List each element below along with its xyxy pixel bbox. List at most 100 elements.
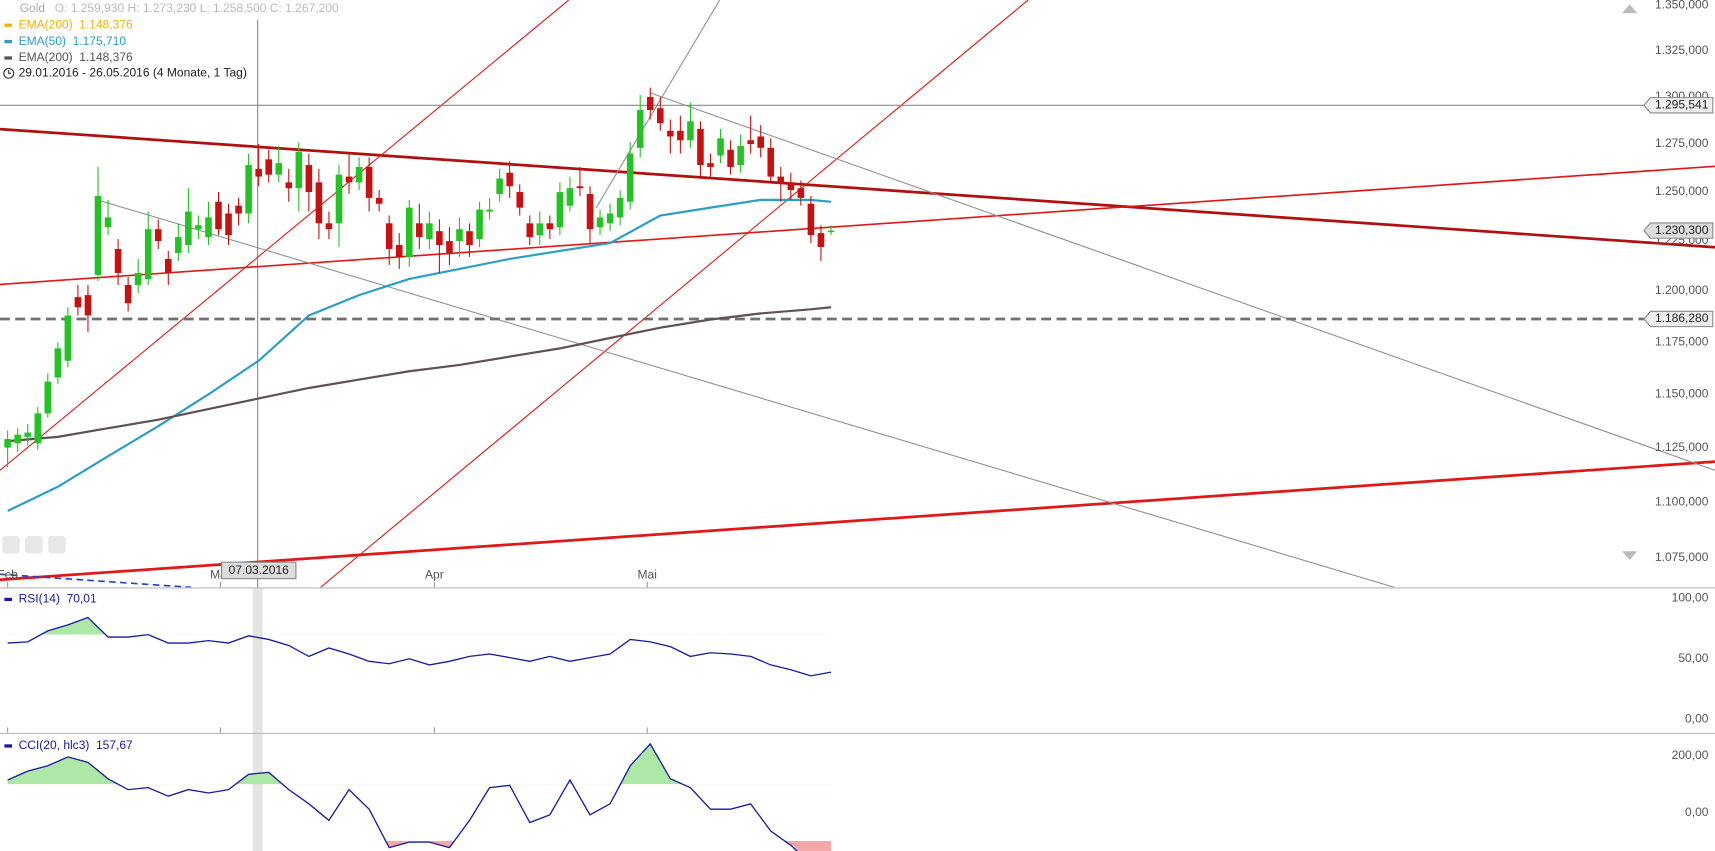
scroll-up[interactable] <box>1622 4 1638 14</box>
candle-body <box>646 96 654 111</box>
candle-body <box>395 245 403 257</box>
candle-body <box>797 188 805 198</box>
y-tick-label: 1.175,000 <box>1655 334 1709 348</box>
candle-body <box>777 176 785 183</box>
trend-line <box>650 92 1715 471</box>
candle-body <box>134 272 142 286</box>
trend-line <box>0 0 570 471</box>
crosshair-label: 07.03.2016 <box>229 563 289 577</box>
legend-name: EMA(200) <box>19 50 73 64</box>
candle-body <box>616 197 624 218</box>
trend-line <box>320 0 1029 588</box>
trend-line <box>0 127 1715 249</box>
y-tick-label: 50,00 <box>1678 651 1708 665</box>
candle-body <box>405 207 413 257</box>
candle-body <box>416 223 423 238</box>
candle-body <box>265 159 272 175</box>
candle-body <box>687 121 694 141</box>
candle-body <box>496 178 503 195</box>
candle-body <box>667 130 674 137</box>
candle-body <box>767 147 775 177</box>
crosshair-band <box>252 588 263 851</box>
legend-name: EMA(200) <box>19 17 73 31</box>
y-tick-label: 1.350,000 <box>1655 0 1709 12</box>
y-tick-label: 1.125,000 <box>1655 440 1709 454</box>
candle-body <box>114 249 122 273</box>
candle-body <box>355 166 363 183</box>
legend: Gold O: 1.259,930 H: 1.273,230 L: 1.258,… <box>3 1 339 79</box>
candle-body <box>757 136 764 148</box>
candle-body <box>556 192 564 228</box>
candle-body <box>295 151 303 189</box>
candle-body <box>385 223 393 250</box>
trend-line <box>98 199 1395 588</box>
y-tick-label: 1.075,000 <box>1655 550 1709 564</box>
x-tick-label: Feb <box>0 568 18 582</box>
candle-body <box>707 163 714 167</box>
legend-value: 1.175,710 <box>73 34 127 48</box>
candle-body <box>205 217 212 238</box>
button[interactable] <box>25 535 43 554</box>
y-tick-label: 1.275,000 <box>1655 136 1709 150</box>
candle-body <box>245 165 252 214</box>
candle-body <box>727 149 734 167</box>
candle-body <box>195 225 202 230</box>
candle-body <box>165 258 172 273</box>
price-tag-label: 1.230,300 <box>1655 223 1709 237</box>
price-tag <box>1643 310 1714 328</box>
candle-body <box>4 438 11 448</box>
candle-body <box>446 241 453 253</box>
candle-body <box>275 163 283 175</box>
indicator-name: RSI(14) <box>19 592 60 606</box>
candle-body <box>576 186 584 189</box>
candle-body <box>827 230 835 233</box>
candle-body <box>536 223 544 236</box>
candle-body <box>235 205 242 214</box>
candle-body <box>476 209 483 240</box>
candle-body <box>124 285 132 304</box>
y-tick-label: 100,00 <box>1672 590 1709 604</box>
candle-body <box>586 194 594 230</box>
price-tag-label: 1.186,280 <box>1655 311 1709 325</box>
candle-body <box>14 434 21 444</box>
candle-body <box>657 108 664 124</box>
x-tick-label: Mai <box>638 568 657 582</box>
drawings <box>0 0 1715 588</box>
candle-body <box>456 229 463 242</box>
button[interactable] <box>2 535 20 554</box>
candle-body <box>305 165 313 193</box>
candle-body <box>175 237 182 253</box>
y-tick-label: 1.150,000 <box>1655 386 1709 400</box>
candle-body <box>596 217 604 228</box>
candle-body <box>636 110 644 148</box>
candle-body <box>546 223 554 230</box>
candle-body <box>104 217 112 228</box>
ohlc: O: 1.259,930 H: 1.273,230 L: 1.258,500 C… <box>55 1 339 15</box>
clock-icon <box>3 67 15 79</box>
indicator-fill <box>7 617 831 635</box>
clock-icon <box>8 70 11 74</box>
candle-body <box>486 209 493 212</box>
candle-body <box>315 182 323 224</box>
candle-body <box>84 295 92 316</box>
scroll-down[interactable] <box>1622 551 1638 561</box>
toolbar <box>2 4 1638 561</box>
candle-body <box>375 197 383 204</box>
candle-body <box>54 348 62 378</box>
period: 29.01.2016 - 26.05.2016 (4 Monate, 1 Tag… <box>19 65 247 79</box>
button[interactable] <box>48 535 66 554</box>
candle-body <box>255 168 262 177</box>
indicator-value: 70,01 <box>67 592 97 606</box>
candle-body <box>325 223 333 230</box>
ema-line <box>7 306 832 443</box>
candle-body <box>94 195 102 275</box>
y-tick-label: 1.325,000 <box>1655 43 1709 57</box>
candle-body <box>787 182 795 191</box>
indicator-value: 157,67 <box>96 738 133 752</box>
candle-body <box>34 413 42 444</box>
y-tick-label: 1.250,000 <box>1655 184 1709 198</box>
candle-body <box>526 223 534 238</box>
candle-body <box>285 182 293 189</box>
